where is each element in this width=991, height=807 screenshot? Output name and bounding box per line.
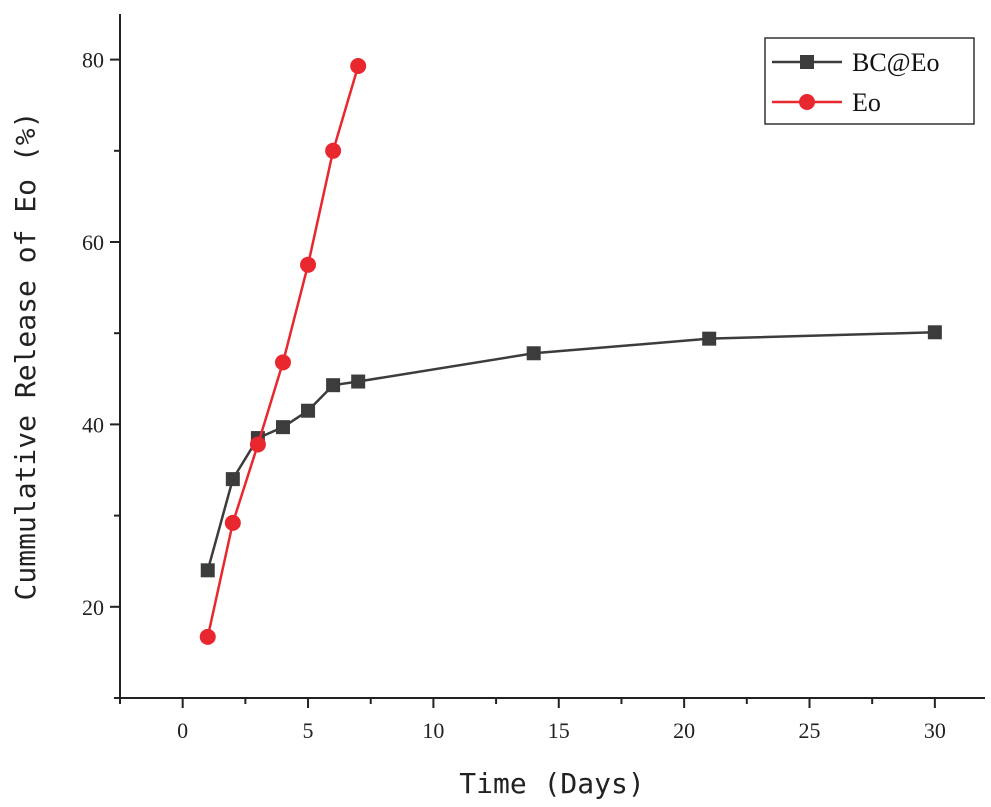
y-tick-label: 20 (82, 595, 104, 620)
y-axis-ticks: 20 40 60 80 (82, 48, 120, 699)
data-point-square (301, 403, 316, 418)
legend-box (764, 37, 975, 125)
data-point-circle (274, 354, 291, 371)
y-tick-label: 40 (82, 412, 104, 437)
data-point-circle (224, 514, 241, 531)
series-layer (199, 57, 942, 645)
data-point-square (225, 472, 240, 487)
series-bc-eo (200, 325, 942, 578)
data-point-square (927, 325, 942, 340)
x-axis-title: Time (Days) (459, 767, 644, 800)
x-tick-label: 5 (303, 718, 314, 743)
series-line (206, 331, 935, 571)
data-point-circle (325, 142, 342, 159)
y-tick-label: 80 (82, 48, 104, 73)
data-point-square (702, 331, 717, 346)
data-point-circle (350, 57, 367, 74)
plot-frame (119, 14, 985, 699)
x-tick-label: 10 (422, 718, 444, 743)
legend-marker-eo (799, 94, 815, 110)
data-point-circle (199, 628, 216, 645)
legend-marker-bc-eo (800, 55, 814, 69)
x-tick-label: 30 (924, 718, 946, 743)
x-axis-ticks: 0 5 10 15 20 25 30 (119, 698, 946, 743)
y-tick-label: 60 (82, 230, 104, 255)
data-point-square (526, 346, 541, 361)
data-point-square (275, 420, 290, 435)
x-tick-label: 0 (177, 718, 188, 743)
legend-label-bc-eo: BC@Eo (852, 48, 940, 77)
data-point-circle (300, 256, 317, 273)
legend-label-eo: Eo (852, 88, 881, 117)
data-point-square (351, 374, 366, 389)
legend: BC@Eo Eo (764, 37, 975, 125)
data-point-circle (249, 436, 266, 453)
data-point-square (200, 563, 215, 578)
y-axis-title: Cummulative Release of Eo (%) (9, 112, 42, 601)
x-tick-label: 20 (673, 718, 695, 743)
x-tick-label: 25 (798, 718, 820, 743)
series-eo (199, 57, 367, 645)
data-point-square (326, 378, 341, 393)
x-tick-label: 15 (548, 718, 570, 743)
